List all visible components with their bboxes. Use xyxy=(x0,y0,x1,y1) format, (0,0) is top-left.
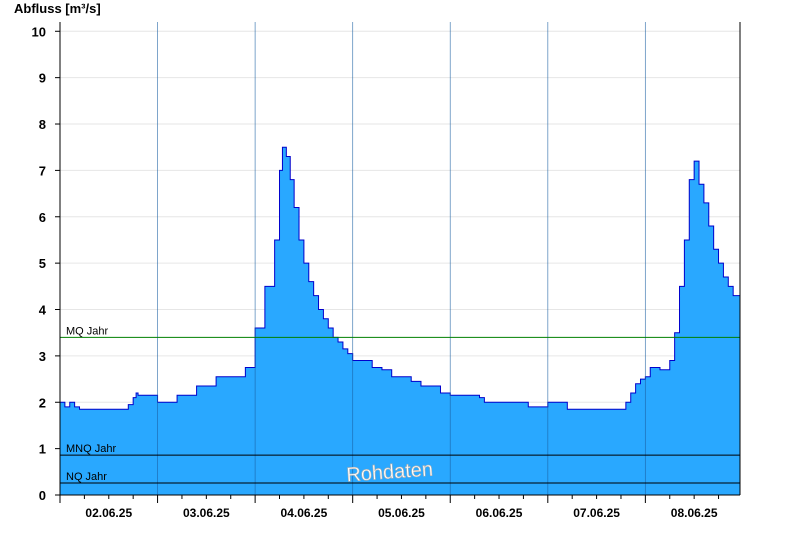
x-tick-label: 08.06.25 xyxy=(671,506,718,520)
x-axis-ticks: 02.06.25 03.06.25 04.06.25 05.06.25 06.06.25… xyxy=(59,495,720,520)
y-axis-ticks: 0 1 2 3 4 5 6 7 8 9 10 xyxy=(32,24,60,503)
x-tick-label: 05.06.25 xyxy=(378,506,425,520)
reference-lines: MQ Jahr MNQ Jahr NQ Jahr xyxy=(60,325,740,484)
y-tick-label: 4 xyxy=(39,303,47,318)
x-tick-label: 07.06.25 xyxy=(573,506,620,520)
discharge-line xyxy=(60,146,741,410)
y-tick-label: 0 xyxy=(39,488,46,503)
y-tick-label: 3 xyxy=(39,349,46,364)
y-tick-label: 1 xyxy=(39,442,46,457)
x-tick-label: 03.06.25 xyxy=(183,506,230,520)
y-tick-label: 7 xyxy=(39,163,46,178)
discharge-series xyxy=(60,146,741,496)
discharge-area xyxy=(60,147,740,496)
y-tick-label: 2 xyxy=(39,395,46,410)
y-tick-label: 8 xyxy=(39,117,46,132)
y-tick-label: 9 xyxy=(39,71,46,86)
x-tick-label: 06.06.25 xyxy=(476,506,523,520)
reference-line-label: MNQ Jahr xyxy=(66,443,116,455)
axes xyxy=(59,22,741,496)
y-axis-label: Abfluss [m³/s] xyxy=(14,1,101,16)
reference-line-label: NQ Jahr xyxy=(66,471,107,483)
x-tick-label: 04.06.25 xyxy=(281,506,328,520)
x-tick-label: 02.06.25 xyxy=(85,506,132,520)
reference-line-label: MQ Jahr xyxy=(66,325,109,337)
y-tick-label: 6 xyxy=(39,210,46,225)
y-tick-label: 10 xyxy=(32,24,46,39)
y-tick-label: 5 xyxy=(39,256,46,271)
